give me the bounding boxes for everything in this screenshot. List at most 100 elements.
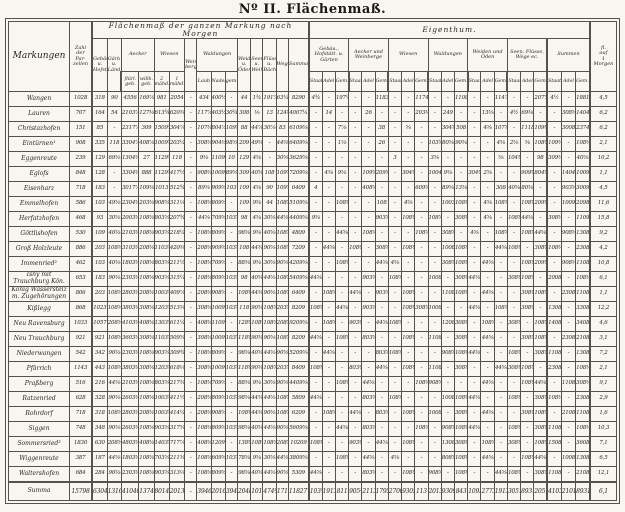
data-cell: 5309 bbox=[287, 466, 310, 483]
data-cell: - bbox=[427, 91, 442, 108]
data-cell: 309 bbox=[138, 121, 155, 138]
data-cell: 908⅝ bbox=[560, 226, 577, 243]
data-cell: 1308⅝ bbox=[575, 451, 591, 468]
data-cell: - bbox=[224, 376, 238, 393]
data-cell: 103⅝ bbox=[224, 451, 238, 468]
data-cell: 308 bbox=[236, 106, 252, 123]
data-cell: 21013 bbox=[560, 481, 577, 502]
data-cell: 208⅝ bbox=[106, 436, 122, 453]
data-cell: - bbox=[224, 196, 238, 213]
data-cell: 108⅝ bbox=[506, 421, 522, 438]
data-cell: 44⅝ bbox=[467, 346, 482, 363]
data-cell: 108⅝ bbox=[387, 391, 403, 408]
data-cell: 809⅝ bbox=[210, 226, 226, 243]
data-cell: 709⅝ bbox=[210, 211, 226, 228]
data-cell: 903⅝ bbox=[153, 226, 170, 243]
data-cell: - bbox=[467, 466, 482, 483]
data-cell: 90⅝ bbox=[262, 241, 277, 258]
data-cell: 803⅝ bbox=[153, 256, 170, 273]
data-cell: 4⅝ bbox=[401, 196, 416, 213]
row-label-markung: Niederwangen bbox=[7, 346, 71, 363]
row-label-markung: Wiggenreute bbox=[7, 451, 71, 468]
data-cell: 908⅝ bbox=[153, 196, 170, 213]
data-cell: 804⅞ bbox=[210, 121, 226, 138]
table-row: Wangen 1028 318 90 4556 169⅞ 981 2054-434 400½ -4… bbox=[7, 91, 617, 108]
data-cell: 921 bbox=[69, 331, 93, 348]
data-cell: 2051 bbox=[533, 481, 548, 502]
data-cell: 3946⅜ bbox=[196, 481, 212, 502]
data-cell: - bbox=[374, 301, 389, 318]
data-cell: 414¼ bbox=[168, 406, 186, 423]
data-cell: 108⅝ bbox=[250, 316, 264, 333]
subheader-owner-staat: Staat bbox=[307, 71, 323, 93]
data-cell: - bbox=[184, 376, 198, 393]
data-cell: - bbox=[184, 286, 198, 303]
data-cell: - bbox=[427, 256, 442, 273]
data-cell: 108⅝ bbox=[262, 361, 277, 378]
data-cell: 868 bbox=[69, 301, 93, 318]
data-cell: 183 bbox=[90, 181, 108, 198]
data-cell: - bbox=[401, 376, 416, 393]
data-cell: 108⅝ bbox=[196, 346, 212, 363]
group-header-flaechenmass: Flächenmaß der ganzen Markung nach Morge… bbox=[90, 20, 310, 40]
data-cell: - bbox=[467, 316, 482, 333]
data-cell: 44⅝ bbox=[467, 271, 482, 288]
data-cell: 9⅝ bbox=[196, 151, 212, 168]
data-cell: - bbox=[321, 436, 336, 453]
data-cell: 38 bbox=[374, 121, 389, 138]
data-cell: 4⅝ bbox=[250, 211, 264, 228]
data-cell: 3608⅝ bbox=[575, 436, 591, 453]
data-cell: 108⅝ bbox=[401, 331, 416, 348]
data-cell: - bbox=[414, 151, 429, 168]
data-cell: - bbox=[387, 106, 403, 123]
data-cell: - bbox=[546, 451, 562, 468]
header-eig-gebaeude: Gebäu., Hofstätt. u. Gärten bbox=[307, 38, 350, 73]
data-cell: - bbox=[467, 406, 482, 423]
data-cell: - bbox=[560, 421, 577, 438]
data-cell: - bbox=[560, 271, 577, 288]
data-cell: 2308⅝ bbox=[560, 331, 577, 348]
data-cell: - bbox=[546, 106, 562, 123]
data-cell: - bbox=[361, 256, 376, 273]
data-cell: 30¾ bbox=[224, 106, 238, 123]
data-cell: 684 bbox=[69, 466, 93, 483]
data-cell: 4,5 bbox=[588, 91, 617, 108]
data-cell: - bbox=[334, 181, 350, 198]
data-cell: 1308⅝ bbox=[440, 436, 456, 453]
row-label-markung: Sommersried³ bbox=[7, 436, 71, 453]
data-cell: 103⅝ bbox=[224, 271, 238, 288]
data-cell: 108⅝ bbox=[493, 301, 508, 318]
data-cell: - bbox=[480, 151, 495, 168]
row-label-markung: Herfatzhofen bbox=[7, 211, 71, 228]
data-cell: - bbox=[334, 361, 350, 378]
data-cell: - bbox=[334, 316, 350, 333]
data-cell: 4½ bbox=[546, 91, 562, 108]
data-cell: - bbox=[401, 451, 416, 468]
data-cell: 1023 bbox=[90, 301, 108, 318]
data-cell: - bbox=[506, 196, 522, 213]
data-cell: - bbox=[387, 376, 403, 393]
data-cell: 249 bbox=[440, 106, 456, 123]
data-cell: 6109⅜ bbox=[287, 121, 310, 138]
data-cell: - bbox=[453, 301, 469, 318]
data-cell: 44⅝ bbox=[262, 346, 277, 363]
data-cell: 908⅝ bbox=[427, 376, 442, 393]
data-cell: - bbox=[401, 316, 416, 333]
data-cell: - bbox=[307, 136, 323, 153]
data-cell: 90⅝ bbox=[275, 466, 289, 483]
table-row: Praßberg 516 216 44⅝ 2103⅝ 108⅝ 803⅝ 217⅜ -108⅝ 7… bbox=[7, 376, 617, 393]
data-cell: - bbox=[506, 376, 522, 393]
data-cell: - bbox=[374, 451, 389, 468]
table-row: Ratzenried62832890⅝2603⅝108⅝1003⅝411½-20… bbox=[7, 391, 617, 408]
table-row: Eintürnen¹9083351183304⅞408⅞1009⅝203¼-30… bbox=[7, 136, 617, 153]
data-cell: 4 bbox=[307, 181, 323, 198]
data-cell: - bbox=[560, 211, 577, 228]
data-cell: 12,2 bbox=[588, 301, 617, 318]
data-cell: 4,2 bbox=[588, 241, 617, 258]
data-cell: 718 bbox=[69, 181, 93, 198]
data-cell: - bbox=[506, 451, 522, 468]
data-cell: 1803⅝ bbox=[120, 451, 140, 468]
data-cell: 9⅝ bbox=[250, 196, 264, 213]
data-cell: 44⅝ bbox=[334, 226, 350, 243]
row-label-markung: Kißlegg bbox=[7, 301, 71, 318]
